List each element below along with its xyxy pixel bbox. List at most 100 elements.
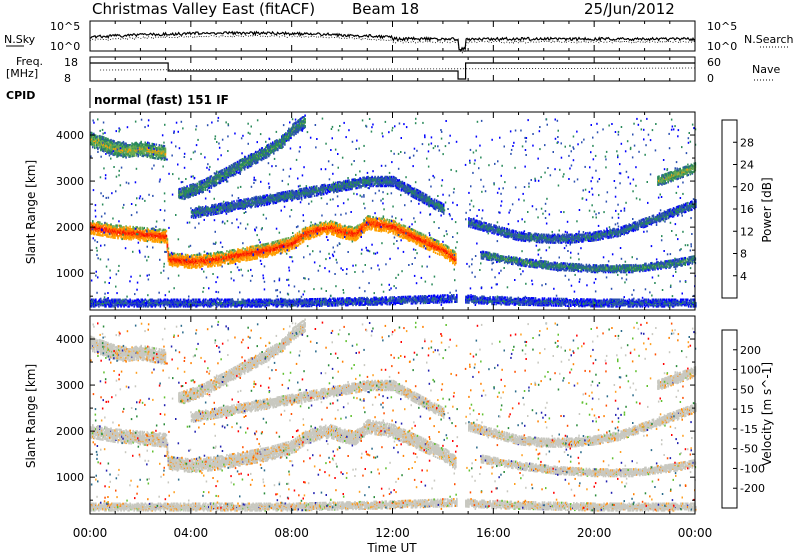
freq-unit: [MHz] xyxy=(6,67,38,80)
power-cell xyxy=(208,253,210,255)
power-cell xyxy=(97,147,99,149)
power-cell xyxy=(304,125,306,127)
power-cell xyxy=(116,224,118,226)
power-cell xyxy=(156,144,158,146)
power-cell xyxy=(149,142,151,144)
power-cell xyxy=(282,146,284,148)
power-cell xyxy=(130,238,132,240)
power-cell xyxy=(123,226,125,228)
power-cell xyxy=(342,226,344,228)
power-cell xyxy=(295,133,297,135)
power-cell xyxy=(300,243,302,245)
power-cell xyxy=(108,236,110,238)
power-cell xyxy=(435,252,437,254)
power-cell xyxy=(94,232,96,234)
power-cell xyxy=(297,232,299,234)
power-cell xyxy=(160,228,162,230)
power-cell xyxy=(282,251,284,253)
power-cell xyxy=(344,225,346,227)
power-cell xyxy=(140,141,142,143)
power-cell xyxy=(112,225,114,227)
beam-label: Beam 18 xyxy=(352,0,419,18)
power-cell xyxy=(166,235,168,237)
power-cell xyxy=(210,253,212,255)
power-cell xyxy=(443,244,445,246)
power-cell xyxy=(197,254,199,256)
power-heatmap xyxy=(90,115,697,308)
power-cell xyxy=(369,216,371,218)
power-cell xyxy=(415,230,417,232)
cpid-label: CPID xyxy=(6,89,35,102)
power-cell xyxy=(295,234,297,236)
power-cell xyxy=(101,223,103,225)
power-cell xyxy=(234,250,236,252)
power-cell xyxy=(202,265,204,267)
power-cell xyxy=(137,154,139,156)
power-cell xyxy=(214,265,216,267)
power-cell xyxy=(97,135,99,137)
power-cell xyxy=(340,236,342,238)
power-cell xyxy=(332,221,334,223)
power-cell xyxy=(298,244,300,246)
power-cell xyxy=(165,148,167,150)
nave-label: Nave xyxy=(752,63,780,76)
power-cell xyxy=(389,219,391,221)
power-cell xyxy=(164,145,166,147)
power-cell xyxy=(455,261,457,263)
power-cell xyxy=(290,137,292,139)
power-cell xyxy=(438,241,440,243)
power-cell xyxy=(164,159,166,161)
power-cell xyxy=(454,251,456,253)
power-cell xyxy=(244,248,246,250)
power-cell xyxy=(239,260,241,262)
power-cell xyxy=(168,251,170,253)
power-cell xyxy=(430,239,432,241)
power-cell xyxy=(288,237,290,239)
power-cell xyxy=(92,220,94,222)
power-cell xyxy=(129,226,131,228)
freq-tick-bottom: 8 xyxy=(64,72,71,85)
power-cell xyxy=(455,257,457,259)
power-cell xyxy=(125,156,127,158)
power-cell xyxy=(167,242,169,244)
power-cell xyxy=(202,189,204,191)
power-cell xyxy=(437,253,439,255)
power-cell xyxy=(99,221,101,223)
power-cell xyxy=(120,225,122,227)
power-cell xyxy=(236,200,238,202)
power-cell xyxy=(233,200,235,202)
cpid-value: normal (fast) 151 IF xyxy=(94,93,229,107)
nsky-label: N.Sky xyxy=(4,33,36,46)
nave-line xyxy=(100,68,695,70)
power-cell xyxy=(167,238,169,240)
power-cell xyxy=(222,169,224,171)
power-cell xyxy=(110,223,112,225)
power-cell xyxy=(166,230,168,232)
power-cell xyxy=(286,238,288,240)
power-cell xyxy=(92,146,94,148)
power-cell xyxy=(307,227,309,229)
power-cell xyxy=(168,247,170,249)
power-cell xyxy=(215,204,217,206)
power-cell xyxy=(280,239,282,241)
power-cell xyxy=(310,225,312,227)
nave-tick-top: 60 xyxy=(707,56,721,69)
power-cell xyxy=(201,180,203,182)
power-cell xyxy=(273,152,275,154)
nsearch-tick-top: 10^5 xyxy=(707,20,737,33)
power-cell xyxy=(304,118,306,120)
power-cell xyxy=(357,237,359,239)
date-label: 25/Jun/2012 xyxy=(584,0,675,18)
power-cell xyxy=(242,247,244,249)
power-cell xyxy=(252,245,254,247)
power-cell xyxy=(304,115,306,117)
power-cell xyxy=(202,191,204,193)
power-cell xyxy=(386,219,388,221)
power-cell xyxy=(159,144,161,146)
power-cell xyxy=(199,264,201,266)
figure-title: Christmas Valley East (fitACF) xyxy=(92,0,315,18)
power-cell xyxy=(114,237,116,239)
power-cell xyxy=(94,147,96,149)
nsky-tick-bottom: 10^0 xyxy=(50,40,80,53)
